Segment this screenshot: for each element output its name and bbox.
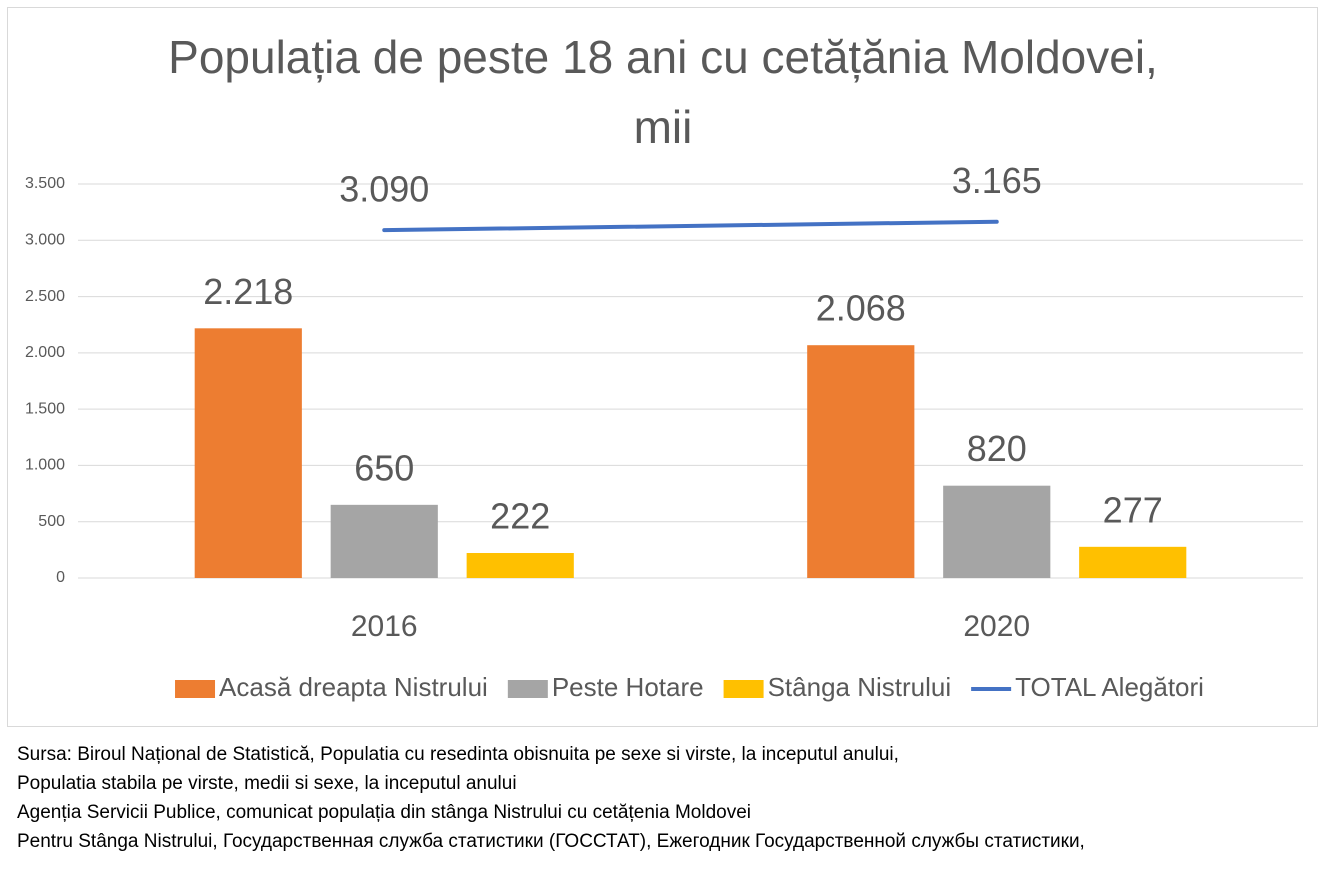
legend-swatch: [723, 680, 764, 698]
data-label: 277: [1103, 489, 1163, 530]
bar: [943, 485, 1051, 578]
legend-swatch: [175, 680, 216, 698]
note: Pentru Stânga Nistrului, Государственная…: [17, 831, 1085, 852]
bar: [466, 553, 574, 578]
data-label: 3.090: [339, 169, 429, 210]
bar: [330, 504, 438, 578]
data-label: 2.068: [816, 288, 906, 329]
data-label: 222: [490, 496, 550, 537]
legend-swatch: [507, 680, 548, 698]
y-tick-label: 3.500: [25, 175, 65, 192]
data-label: 2.218: [203, 271, 293, 312]
line: [382, 219, 999, 233]
legend-label: Acasă dreapta Nistrului: [219, 672, 488, 702]
legend-label: Stânga Nistrului: [768, 672, 952, 702]
note: Sursa: Biroul Național de Statistică, Po…: [17, 744, 899, 765]
data-label: 820: [967, 428, 1027, 469]
notes: Sursa: Biroul Național de Statistică, Po…: [17, 740, 1085, 856]
y-tick-label: 500: [38, 513, 65, 530]
bar: [1079, 546, 1187, 578]
note: Agenția Servicii Publice, comunicat popu…: [17, 802, 752, 823]
bar: [807, 345, 915, 578]
x-tick-label: 2016: [351, 610, 418, 643]
data-label: 650: [354, 447, 414, 488]
y-tick-label: 1.500: [25, 400, 65, 417]
y-tick-label: 2.000: [25, 344, 65, 361]
y-tick-label: 1.000: [25, 457, 65, 474]
legend-label: TOTAL Alegători: [1015, 672, 1204, 702]
legend-label: Peste Hotare: [552, 672, 704, 702]
bar: [194, 328, 302, 578]
note: Populatia stabila pe virste, medii si se…: [17, 773, 517, 794]
data-label: 3.165: [952, 160, 1042, 201]
x-tick-label: 2020: [963, 610, 1030, 643]
y-tick-label: 2.500: [25, 288, 65, 305]
y-tick-label: 3.000: [25, 232, 65, 249]
y-tick-label: 0: [56, 569, 65, 586]
chart-title: Populația de peste 18 ani cu cetățănia M…: [168, 31, 1158, 153]
